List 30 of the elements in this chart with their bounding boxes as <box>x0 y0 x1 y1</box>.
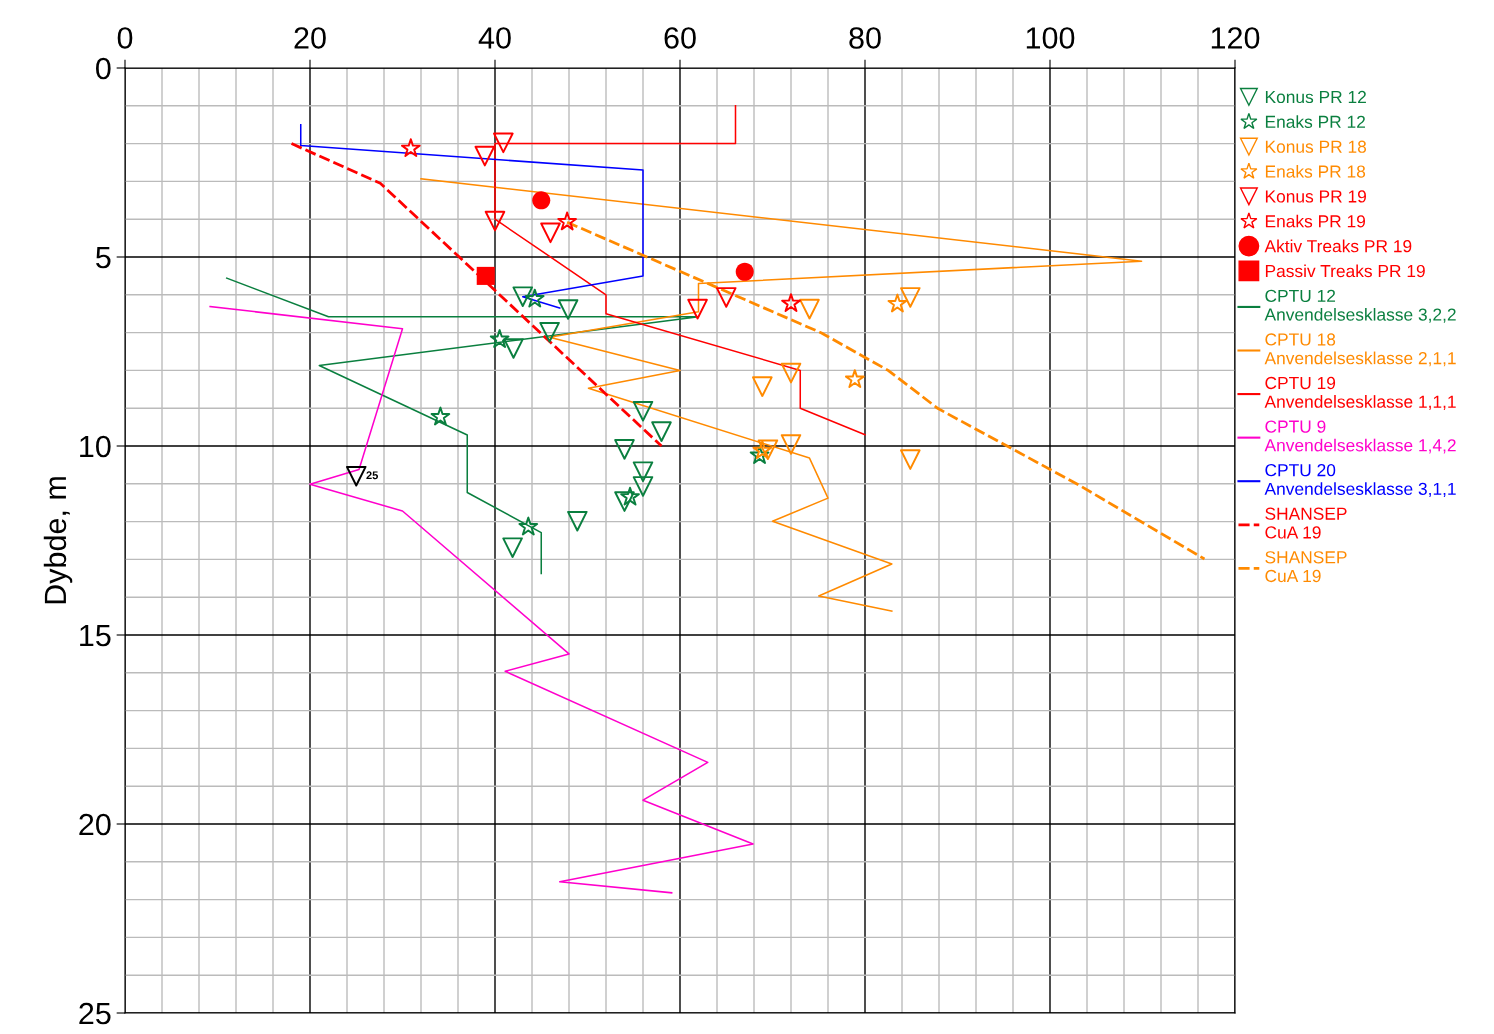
legend-label: Konus PR 19 <box>1265 190 1366 203</box>
x-tick-label: 120 <box>1211 27 1260 49</box>
legend-label: CPTU 20 Anvendelsesklasse 3,1,1 <box>1264 464 1456 498</box>
y-tick-label: 20 <box>79 813 111 836</box>
y-axis-title: Dybde, m <box>43 477 73 604</box>
legend-label: SHANSEP CuA 19 <box>1265 507 1347 539</box>
legend-label: Enaks PR 18 <box>1265 164 1366 178</box>
y-tick-label: 5 <box>96 247 111 269</box>
legend-label: CPTU 12 Anvendelsesklasse 3,2,2 <box>1264 289 1456 323</box>
legend-label: Passiv Treaks PR 19 <box>1265 264 1425 278</box>
y-tick-label: 25 <box>79 1002 111 1025</box>
x-tick-label: 80 <box>849 27 881 49</box>
legend-label: CPTU 19 Anvendelsesklasse 1,1,1 <box>1264 376 1456 410</box>
legend-label: Aktiv Treaks PR 19 <box>1264 239 1412 253</box>
legend-label: Konus PR 18 <box>1265 140 1367 153</box>
x-tick-label: 40 <box>478 27 511 49</box>
legend-label: CPTU 9 Anvendelsesklasse 1,4,2 <box>1264 420 1456 454</box>
legend-label: Konus PR 12 <box>1265 90 1366 104</box>
x-tick-label: 20 <box>294 27 326 49</box>
x-tick-label: 100 <box>1026 27 1075 49</box>
y-tick-label: 15 <box>80 625 111 647</box>
legend-label: SHANSEP CuA 19 <box>1265 551 1347 583</box>
legend-label: Enaks PR 19 <box>1265 214 1366 228</box>
legend-label: Enaks PR 12 <box>1265 115 1365 128</box>
y-tick-label: 0 <box>96 57 111 80</box>
y-tick-label: 10 <box>80 435 111 458</box>
x-tick-label: 0 <box>117 27 133 49</box>
legend-label: CPTU 18 Anvendelsesklasse 2,1,1 <box>1264 333 1456 367</box>
annotation: 25 <box>366 471 379 480</box>
x-tick-label: 60 <box>664 27 696 49</box>
